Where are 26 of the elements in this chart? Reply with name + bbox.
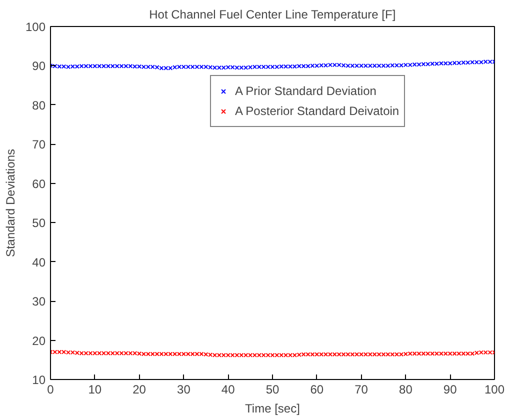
legend-label: A Prior Standard Deviation [235,84,376,98]
y-tick-label: 90 [32,59,46,74]
x-tick-label: 90 [443,382,458,396]
y-tick-label: 60 [32,176,46,191]
y-tick-label: 40 [32,255,46,270]
x-tick-label: 30 [177,382,191,396]
y-tick-label: 10 [32,373,46,387]
x-axis-title: Time [sec] [245,402,300,416]
x-tick-label: 70 [354,382,368,396]
x-tick-label: 80 [399,382,413,396]
x-tick-label: 60 [310,382,324,396]
chart-title: Hot Channel Fuel Center Line Temperature [F] [149,8,396,22]
y-axis-title: Standard Deviations [3,148,18,258]
x-tick-label: 20 [132,382,146,396]
legend-label: A Posterior Standard Deivatoin [235,104,400,118]
y-tick-label: 20 [32,334,46,348]
x-tick-label: 50 [266,382,280,396]
y-tick-label: 80 [32,98,46,112]
y-tick-label: 30 [32,294,46,309]
x-tick-label: 10 [88,382,102,396]
y-tick-label: 100 [25,20,46,34]
x-tick-label: 40 [221,382,236,396]
x-tick-label: 0 [47,382,54,396]
y-tick-label: 70 [32,138,46,152]
x-tick-label: 100 [484,382,505,396]
y-tick-label: 50 [32,216,46,230]
